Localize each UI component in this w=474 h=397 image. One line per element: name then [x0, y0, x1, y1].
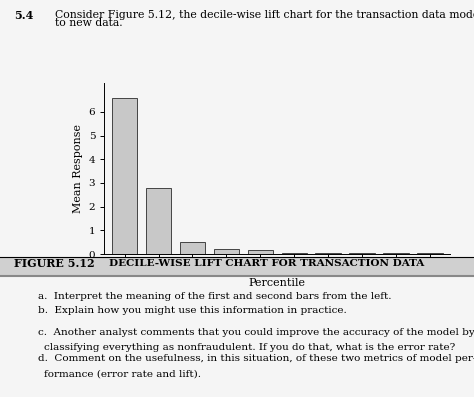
Text: formance (error rate and lift).: formance (error rate and lift). [44, 369, 201, 378]
X-axis label: Percentile: Percentile [249, 278, 306, 288]
Bar [316, 253, 341, 254]
Text: b.  Explain how you might use this information in practice.: b. Explain how you might use this inform… [38, 306, 346, 316]
Text: FIGURE 5.12: FIGURE 5.12 [14, 258, 95, 269]
Bar [214, 249, 239, 254]
Text: to new data.: to new data. [55, 18, 122, 28]
Text: Consider Figure 5.12, the decile-wise lift chart for the transaction data model,: Consider Figure 5.12, the decile-wise li… [55, 10, 474, 20]
Bar [383, 253, 409, 254]
Text: d.  Comment on the usefulness, in this situation, of these two metrics of model : d. Comment on the usefulness, in this si… [38, 354, 474, 363]
Bar [417, 253, 443, 254]
Bar [247, 250, 273, 254]
Bar [282, 253, 307, 254]
Bar [180, 242, 205, 254]
Bar [349, 253, 375, 254]
Bar [112, 98, 137, 254]
Text: a.  Interpret the meaning of the first and second bars from the left.: a. Interpret the meaning of the first an… [38, 292, 392, 301]
Text: 5.4: 5.4 [14, 10, 34, 21]
Bar [146, 188, 171, 254]
Text: DECILE-WISE LIFT CHART FOR TRANSACTION DATA: DECILE-WISE LIFT CHART FOR TRANSACTION D… [109, 259, 424, 268]
Text: c.  Another analyst comments that you could improve the accuracy of the model by: c. Another analyst comments that you cou… [38, 328, 474, 337]
Y-axis label: Mean Response: Mean Response [73, 124, 83, 213]
Text: classifying everything as nonfraudulent. If you do that, what is the error rate?: classifying everything as nonfraudulent.… [44, 343, 456, 352]
